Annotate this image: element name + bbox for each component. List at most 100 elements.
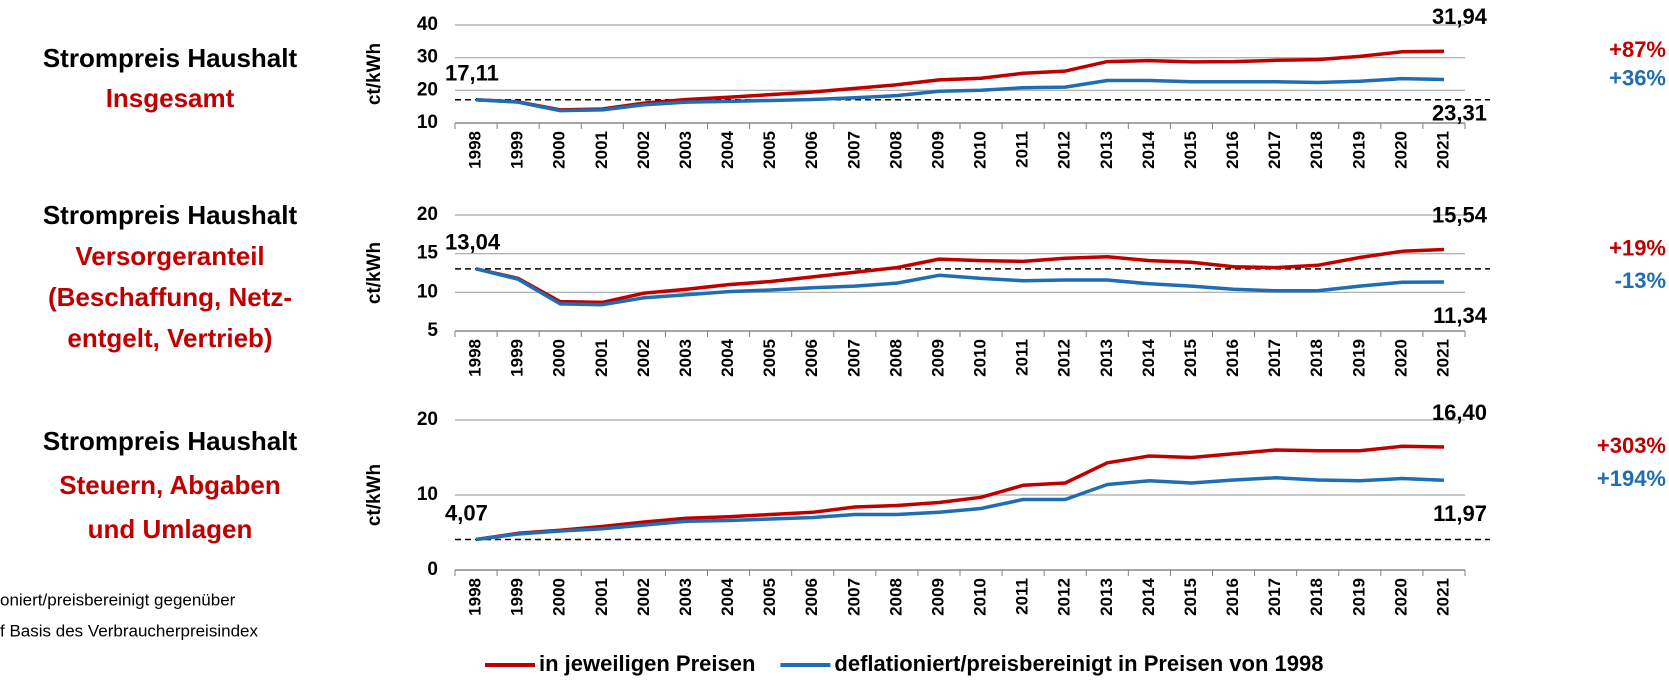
y-tick-label: 30 — [417, 47, 438, 68]
x-tick-label: 2011 — [1013, 578, 1032, 615]
x-tick-label: 2014 — [1139, 338, 1158, 376]
legend-label: deflationiert/preisbereinigt in Preisen … — [834, 651, 1323, 676]
y-tick-label: 5 — [427, 320, 438, 341]
x-tick-label: 2012 — [1055, 578, 1074, 616]
panel-title: Insgesamt — [106, 83, 235, 113]
x-tick-label: 2008 — [886, 339, 905, 377]
x-tick-label: 2014 — [1139, 130, 1158, 168]
x-tick-label: 2017 — [1265, 578, 1284, 616]
x-tick-label: 2021 — [1433, 131, 1452, 169]
y-axis-label: ct/kWh — [364, 43, 385, 105]
x-tick-label: 2021 — [1433, 578, 1452, 616]
change-label: -13% — [1615, 268, 1666, 293]
y-tick-label: 10 — [417, 281, 438, 302]
value-label: 17,11 — [445, 61, 499, 86]
x-tick-label: 2007 — [844, 339, 863, 377]
x-tick-label: 2002 — [634, 131, 653, 169]
x-tick-label: 2019 — [1349, 339, 1368, 377]
x-tick-label: 2020 — [1391, 578, 1410, 616]
x-tick-label: 2012 — [1055, 131, 1074, 169]
change-label: +36% — [1609, 65, 1666, 90]
x-tick-label: 2004 — [718, 577, 737, 615]
y-axis-label: ct/kWh — [364, 464, 385, 526]
footnote: oniert/preisbereinigt gegenüber — [0, 590, 236, 609]
legend-label: in jeweiligen Preisen — [539, 651, 755, 676]
panel-title: (Beschaffung, Netz- — [48, 282, 292, 312]
y-axis-label: ct/kWh — [364, 242, 385, 304]
x-tick-label: 2009 — [928, 578, 947, 616]
y-tick-label: 20 — [417, 204, 438, 225]
x-tick-label: 2003 — [676, 578, 695, 616]
x-tick-label: 2000 — [550, 578, 569, 616]
y-tick-label: 40 — [417, 14, 438, 35]
x-tick-label: 2013 — [1097, 339, 1116, 377]
x-tick-label: 2020 — [1391, 131, 1410, 169]
x-tick-label: 2016 — [1223, 339, 1242, 377]
x-tick-label: 2008 — [886, 131, 905, 169]
series-line — [475, 247, 1445, 305]
x-tick-label: 2004 — [718, 338, 737, 376]
x-tick-label: 2001 — [592, 339, 611, 377]
value-label: 15,54 — [1432, 202, 1488, 227]
x-tick-label: 2018 — [1307, 131, 1326, 169]
x-tick-label: 2003 — [676, 339, 695, 377]
x-tick-label: 2014 — [1139, 577, 1158, 615]
panel-title: Strompreis Haushalt — [43, 426, 298, 456]
value-label: 13,04 — [445, 230, 501, 255]
panel-title: Strompreis Haushalt — [43, 200, 298, 230]
value-label: 23,31 — [1432, 100, 1487, 125]
x-tick-label: 2000 — [550, 131, 569, 169]
x-tick-label: 2005 — [760, 131, 779, 169]
series-line — [475, 476, 1445, 542]
x-tick-label: 2011 — [1013, 339, 1032, 376]
value-label: 16,40 — [1432, 400, 1487, 425]
x-tick-label: 2018 — [1307, 339, 1326, 377]
x-tick-label: 2013 — [1097, 131, 1116, 169]
series-line — [475, 76, 1445, 113]
change-label: +303% — [1597, 433, 1666, 458]
x-tick-label: 2017 — [1265, 339, 1284, 377]
y-tick-label: 10 — [417, 112, 438, 133]
x-tick-label: 2010 — [971, 339, 990, 377]
panel-title: Strompreis Haushalt — [43, 43, 298, 73]
series-line — [475, 444, 1445, 542]
x-tick-label: 2017 — [1265, 131, 1284, 169]
panel-title: entgelt, Vertrieb) — [67, 323, 272, 353]
x-tick-label: 2005 — [760, 339, 779, 377]
x-tick-label: 2019 — [1349, 131, 1368, 169]
x-tick-label: 2016 — [1223, 131, 1242, 169]
x-tick-label: 2000 — [550, 339, 569, 377]
x-tick-label: 2001 — [592, 131, 611, 169]
x-tick-label: 2002 — [634, 578, 653, 616]
x-tick-label: 2009 — [928, 131, 947, 169]
value-label: 4,07 — [445, 500, 488, 525]
x-tick-label: 2001 — [592, 578, 611, 616]
x-tick-label: 2012 — [1055, 339, 1074, 377]
value-label: 31,94 — [1432, 4, 1488, 29]
x-tick-label: 1998 — [466, 578, 485, 616]
panel-title: Steuern, Abgaben — [59, 470, 281, 500]
x-tick-label: 2015 — [1181, 131, 1200, 169]
x-tick-label: 2004 — [718, 130, 737, 168]
x-tick-label: 2015 — [1181, 339, 1200, 377]
value-label: 11,34 — [1433, 303, 1488, 328]
x-tick-label: 2019 — [1349, 578, 1368, 616]
x-tick-label: 2016 — [1223, 578, 1242, 616]
x-tick-label: 2021 — [1433, 339, 1452, 377]
x-tick-label: 2013 — [1097, 578, 1116, 616]
y-tick-label: 20 — [417, 79, 438, 100]
x-tick-label: 1998 — [466, 339, 485, 377]
x-tick-label: 2011 — [1013, 131, 1032, 168]
x-tick-label: 1999 — [508, 578, 527, 616]
x-tick-label: 1999 — [508, 339, 527, 377]
x-tick-label: 2005 — [760, 578, 779, 616]
x-tick-label: 2007 — [844, 578, 863, 616]
change-label: +194% — [1597, 466, 1666, 491]
x-tick-label: 2008 — [886, 578, 905, 616]
x-tick-label: 2006 — [802, 131, 821, 169]
x-tick-label: 2010 — [971, 131, 990, 169]
x-tick-label: 2002 — [634, 339, 653, 377]
footnote: f Basis des Verbraucherpreisindex — [0, 621, 258, 640]
x-tick-label: 2006 — [802, 578, 821, 616]
